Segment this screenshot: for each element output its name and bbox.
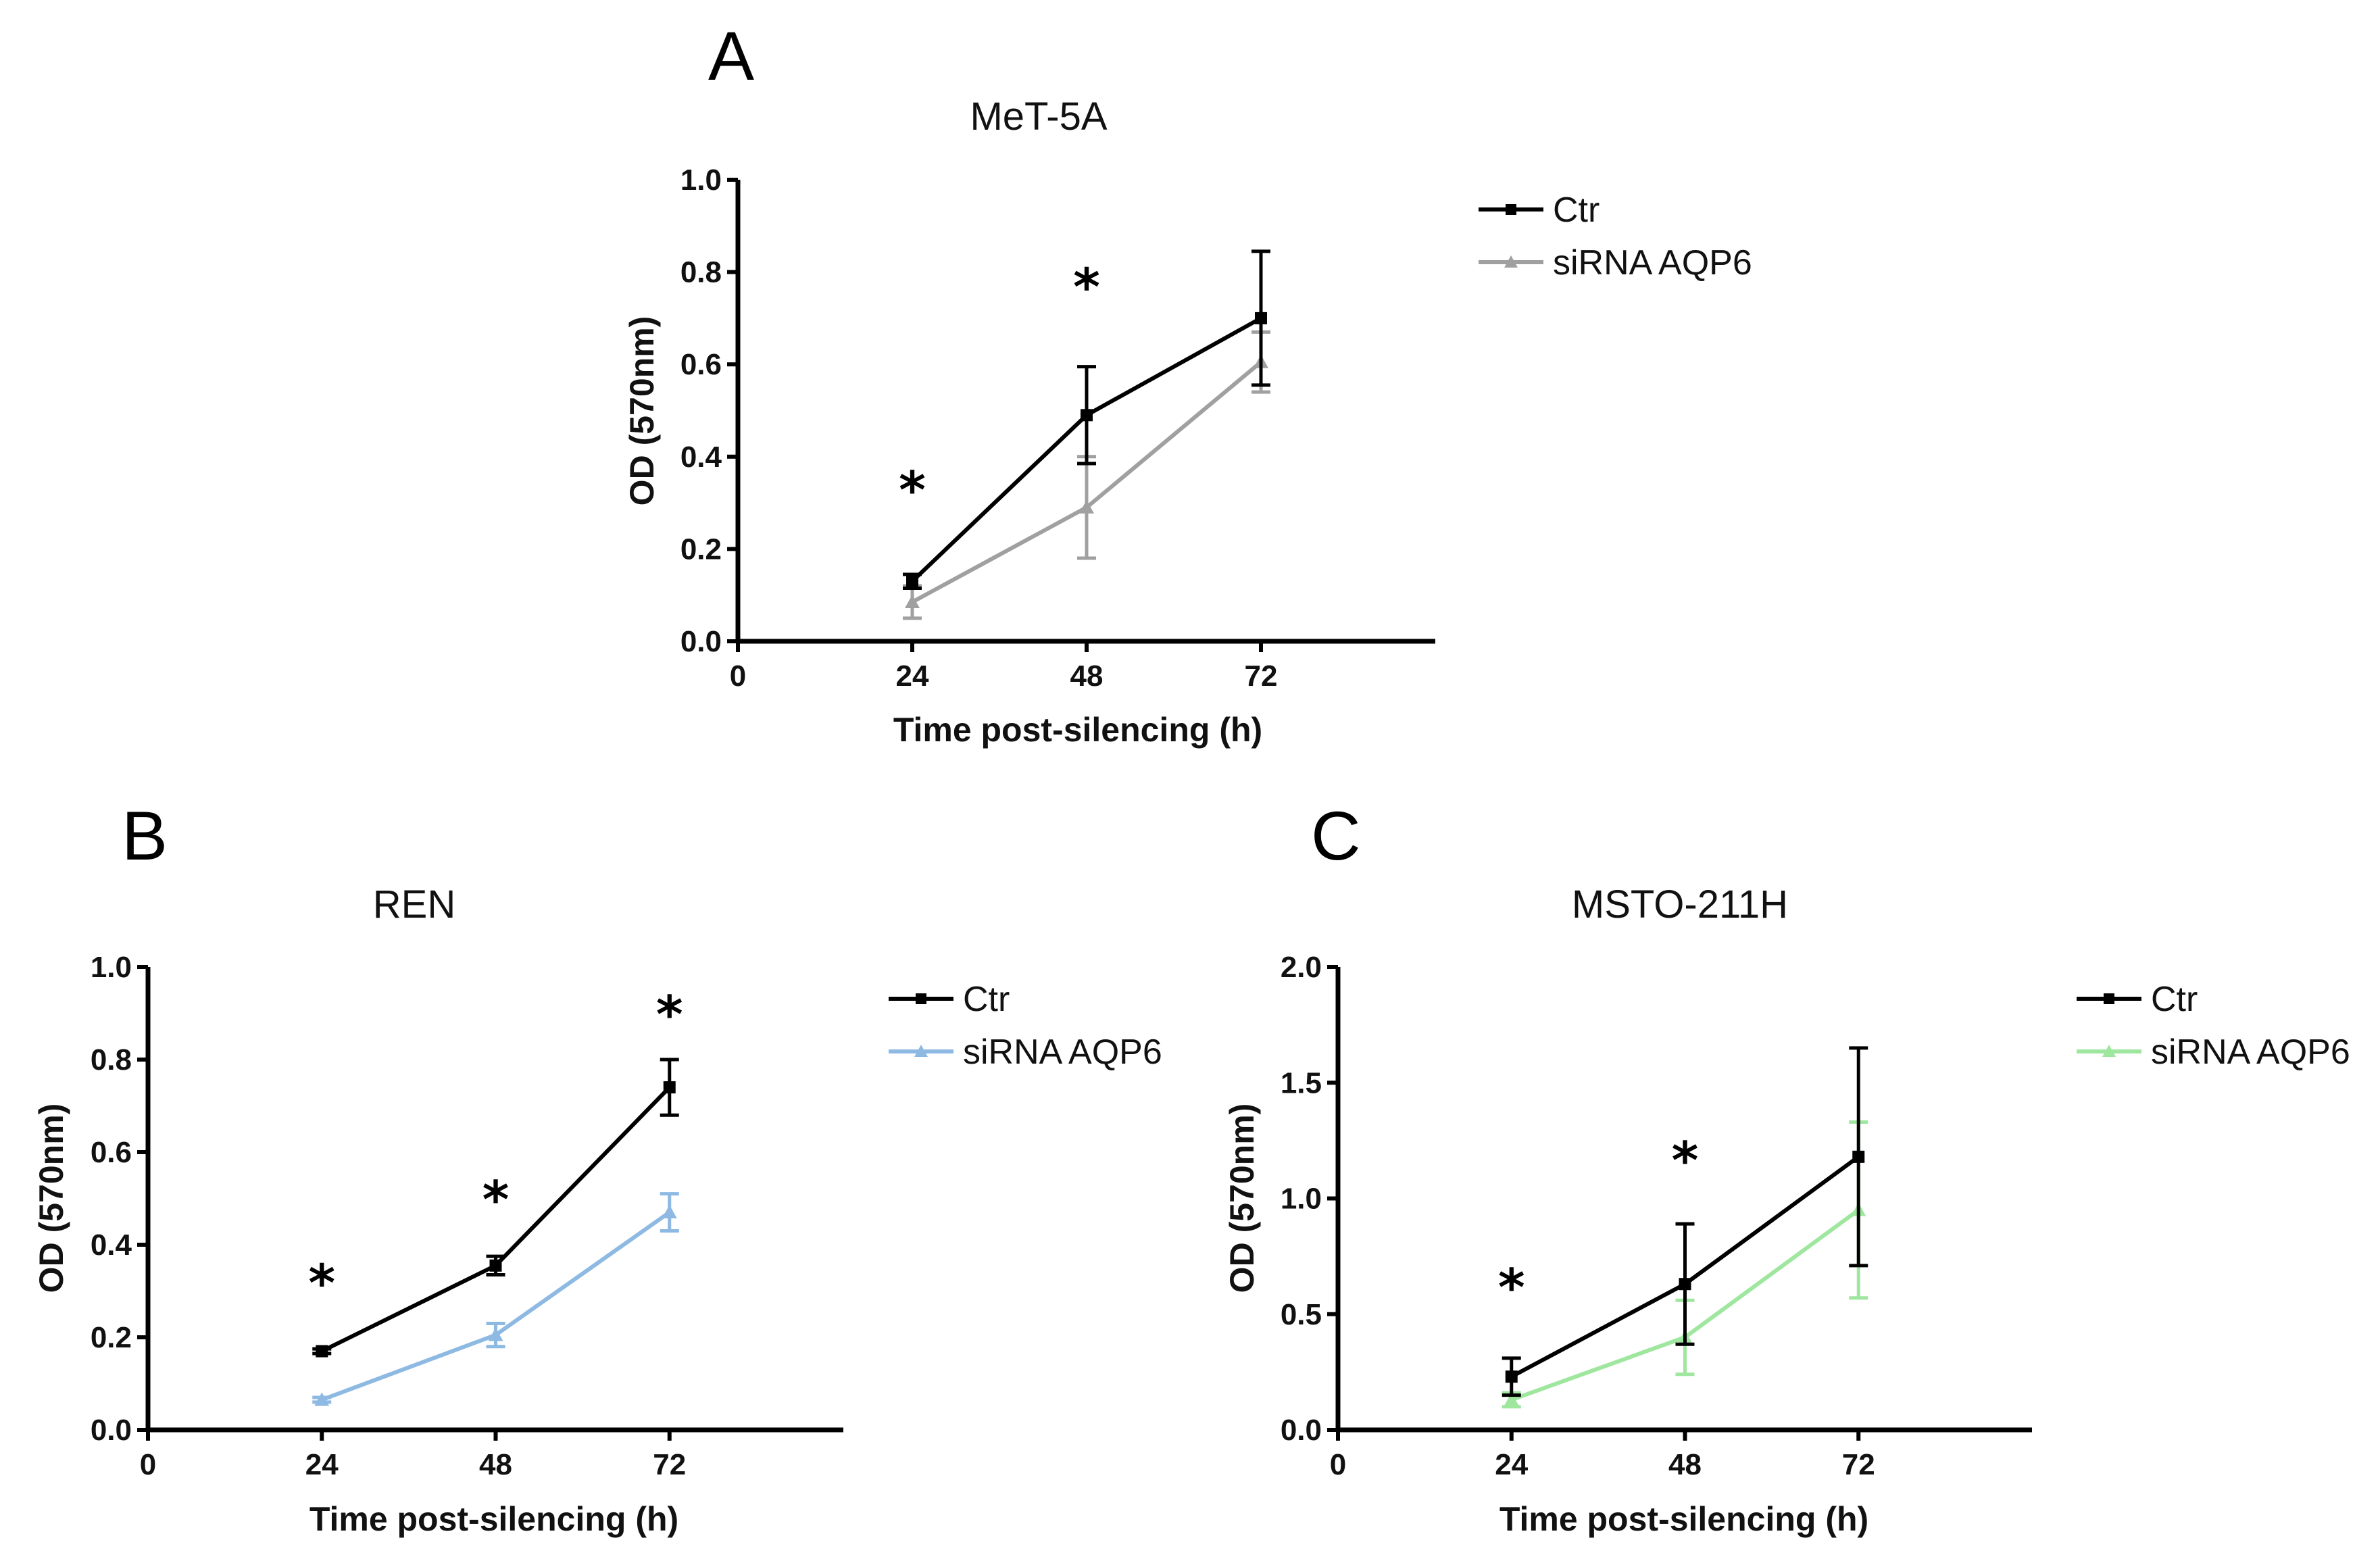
mark-group: **: [1498, 1046, 1868, 1409]
data-point: [316, 1345, 328, 1358]
data-point: [1081, 409, 1093, 422]
mark-group: * * *: [308, 985, 683, 1406]
y-tick-label: 0.0: [680, 625, 722, 658]
x-tick-label: 0: [730, 660, 746, 693]
x-tick-label: 48: [1070, 660, 1104, 693]
data-point: [663, 1081, 676, 1094]
series-line: [321, 1210, 671, 1402]
significance-marker: *: [308, 1253, 335, 1313]
x-tick-label: 48: [1668, 1448, 1702, 1481]
legend-marker: [916, 993, 926, 1004]
data-point: [906, 575, 918, 588]
y-tick-label: 0.8: [680, 256, 722, 289]
x-tick-label: 24: [1495, 1448, 1528, 1481]
x-tick-label: 72: [1245, 660, 1278, 693]
legend-label: siRNA AQP6: [1553, 243, 1752, 282]
tick-group: 0 24 48 72 0.0 0.2 0.4 0.6 0.8 1.0: [91, 951, 686, 1481]
y-tick-label: 0.2: [91, 1321, 132, 1354]
y-tick-label: 0.8: [91, 1043, 132, 1076]
chart-title: MSTO-211H: [1572, 883, 1788, 926]
y-tick-label: 0.2: [680, 532, 722, 566]
y-axis-label: OD (570nm): [32, 1103, 70, 1293]
data-point: [1504, 1392, 1519, 1406]
significance-marker: *: [1073, 257, 1100, 317]
legend-label: Ctr: [1553, 191, 1600, 230]
y-tick-label: 1.5: [1281, 1066, 1322, 1099]
legend-label: siRNA AQP6: [2151, 1033, 2350, 1072]
x-tick-label: 48: [479, 1448, 512, 1481]
significance-marker: *: [899, 460, 926, 520]
y-axis-label: OD (570nm): [623, 316, 661, 506]
significance-marker: *: [1672, 1130, 1699, 1190]
legend-marker: [2104, 993, 2114, 1004]
data-point: [1679, 1278, 1691, 1291]
y-tick-label: 0.6: [680, 348, 722, 381]
data-point: [1505, 1370, 1518, 1383]
data-point: [1852, 1150, 1865, 1163]
y-tick-label: 1.0: [91, 951, 132, 984]
panel-a: A MeT-5A 0 24 48 720.00.20.40.60.81.0 ** Ti…: [623, 18, 1752, 749]
legend-label: Ctr: [963, 980, 1010, 1019]
y-tick-label: 2.0: [1281, 951, 1322, 984]
panel-letter: C: [1311, 797, 1361, 874]
data-point: [488, 1327, 503, 1341]
legend: Ctr siRNA AQP6: [889, 980, 1162, 1072]
significance-marker: *: [482, 1170, 510, 1230]
legend-marker: [1504, 255, 1518, 268]
x-axis-label: Time post-silencing (h): [893, 711, 1262, 749]
panel-letter: B: [122, 797, 168, 874]
x-tick-label: 0: [140, 1448, 156, 1481]
data-point: [314, 1392, 330, 1406]
x-tick-label: 24: [305, 1448, 339, 1481]
legend-label: Ctr: [2151, 980, 2198, 1019]
panel-letter: A: [708, 18, 754, 95]
legend: Ctr siRNA AQP6: [2077, 980, 2350, 1072]
x-axis-label: Time post-silencing (h): [309, 1500, 678, 1538]
x-tick-label: 24: [896, 660, 929, 693]
data-point: [1079, 499, 1094, 514]
significance-marker: *: [656, 985, 683, 1045]
legend: Ctr siRNA AQP6: [1479, 191, 1752, 282]
data-point: [489, 1259, 502, 1272]
x-tick-label: 72: [1842, 1448, 1875, 1481]
legend-label: siRNA AQP6: [963, 1033, 1162, 1072]
x-tick-label: 0: [1330, 1448, 1346, 1481]
y-tick-label: 0.4: [91, 1229, 132, 1262]
data-point: [905, 594, 920, 608]
panel-b: B REN 0 24 48 72 0.0 0.2 0.4 0.6 0.8 1.0 * * * Time…: [32, 797, 1162, 1538]
y-tick-label: 0.0: [91, 1414, 132, 1447]
y-tick-label: 0.4: [680, 441, 722, 474]
tick-group: 0 24 48 72 0.0 0.2 0.4 0.6 0.8 1.0: [680, 164, 1278, 693]
y-tick-label: 1.0: [680, 164, 722, 197]
x-tick-label: 72: [653, 1448, 686, 1481]
y-axis-label: OD (570nm): [1223, 1103, 1261, 1293]
x-axis-label: Time post-silencing (h): [1499, 1500, 1868, 1538]
y-tick-label: 0.6: [91, 1136, 132, 1169]
legend-marker: [914, 1045, 928, 1057]
legend-marker: [2102, 1045, 2116, 1057]
significance-marker: *: [1498, 1258, 1525, 1318]
tick-group: 0 24 48 72 0.0 0.5 1.0 1.5 2.0: [1281, 951, 1875, 1481]
panel-c: C MSTO-211H 0 24 48 720.00.51.01.52.0 ** Ti…: [1223, 797, 2350, 1538]
y-tick-label: 1.0: [1281, 1183, 1322, 1216]
chart-title: REN: [373, 883, 455, 926]
data-point: [662, 1205, 677, 1219]
data-point: [1255, 312, 1267, 324]
y-tick-label: 0.0: [1281, 1414, 1322, 1447]
mark-group: **: [899, 249, 1270, 620]
y-tick-label: 0.5: [1281, 1298, 1322, 1331]
legend-marker: [1506, 204, 1516, 215]
chart-title: MeT-5A: [970, 95, 1107, 139]
